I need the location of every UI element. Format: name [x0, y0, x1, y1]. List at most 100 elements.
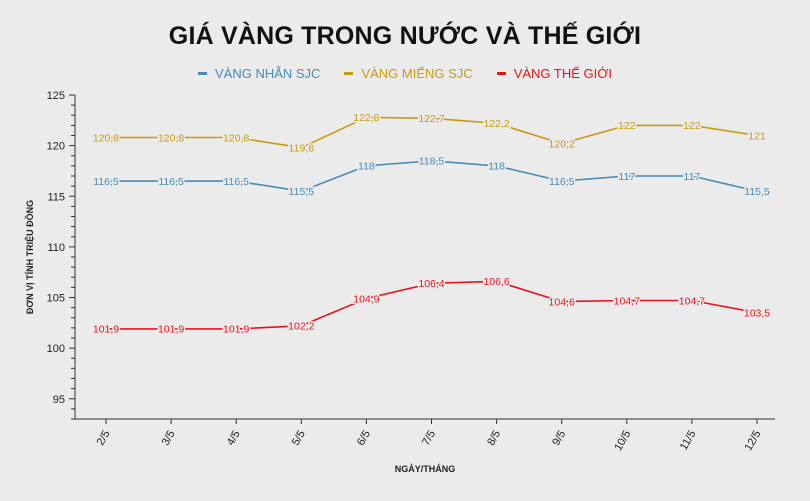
- data-point: [104, 327, 108, 331]
- data-label: 104,7: [679, 295, 705, 307]
- data-label: 104,9: [353, 293, 379, 305]
- data-label: 122: [683, 120, 701, 132]
- data-label: 102,2: [288, 321, 314, 333]
- data-point: [234, 327, 238, 331]
- y-tick-label: 125: [47, 90, 65, 102]
- legend-label: VÀNG NHẪN SJC: [214, 66, 321, 81]
- data-point: [429, 159, 434, 163]
- x-tick-label: 2/5: [95, 429, 113, 448]
- data-point: [755, 310, 759, 315]
- legend-swatch: [197, 72, 207, 75]
- data-point: [755, 133, 759, 138]
- y-tick-label: 95: [53, 394, 65, 406]
- y-tick-label: 105: [47, 293, 65, 305]
- data-label: 117: [684, 171, 701, 183]
- y-axis: 95 100 105 110 115 120 125: [47, 90, 76, 420]
- y-tick-label: 100: [47, 343, 65, 355]
- data-point: [429, 281, 434, 286]
- data-label: 122: [618, 120, 636, 132]
- data-label: 122,8: [353, 112, 379, 124]
- legend-swatch: [496, 72, 506, 75]
- data-point: [169, 135, 173, 140]
- data-point: [559, 179, 564, 183]
- data-point: [104, 179, 108, 183]
- data-label: 120,8: [223, 132, 249, 144]
- x-tick-label: 12/5: [742, 429, 763, 454]
- x-tick-label: 3/5: [160, 429, 178, 448]
- x-tick-label: 8/5: [485, 428, 503, 447]
- y-tick-label: 110: [47, 242, 65, 254]
- data-point: [755, 189, 759, 193]
- data-label: 121: [748, 130, 766, 142]
- legend-swatch: [344, 72, 354, 75]
- data-label: 104,7: [614, 295, 640, 307]
- data-label: 101,9: [158, 324, 184, 336]
- data-point: [494, 279, 499, 284]
- data-label: 116,5: [549, 176, 575, 188]
- series-0: 116,5 116,5 116,5 115,5 118 118,5 118 116,5 117 1…: [92, 154, 772, 199]
- data-point: [625, 174, 629, 178]
- series-1: 120,8 120,8 120,8 119,8 122,8 122,7 122,2 120,2…: [91, 111, 767, 156]
- legend: VÀNG NHẪN SJC VÀNG MIẾNG SJC VÀNG THẾ GIỚI: [0, 66, 810, 81]
- x-tick-label: 6/5: [355, 429, 373, 448]
- data-label: 122,7: [418, 113, 444, 125]
- data-point: [104, 135, 108, 140]
- data-point: [559, 299, 564, 304]
- x-tick-label: 5/5: [290, 429, 308, 448]
- data-label: 116,5: [223, 176, 249, 188]
- data-point: [429, 116, 434, 121]
- y-tick-label: 115: [47, 191, 65, 203]
- legend-item: VÀNG MIẾNG SJC: [344, 66, 473, 81]
- data-label: 120,8: [158, 132, 184, 144]
- series-2: 101,9 101,9 101,9 102,2 104,9 106,4 106,6 104,6…: [91, 275, 771, 338]
- data-point: [169, 327, 173, 331]
- data-point: [690, 298, 694, 303]
- y-axis-title: ĐƠN VỊ TÍNH TRIỆU ĐỒNG: [24, 200, 35, 314]
- x-tick-label: 9/5: [550, 429, 568, 448]
- series-layer: 116,5 116,5 116,5 115,5 118 118,5 118 116,5 117 1…: [91, 111, 772, 338]
- legend-item: VÀNG NHẪN SJC: [197, 66, 321, 81]
- data-label: 119,8: [289, 142, 315, 154]
- data-point: [234, 179, 238, 183]
- data-point: [169, 179, 173, 183]
- data-label: 104,6: [549, 296, 575, 308]
- data-label: 120,2: [549, 138, 575, 150]
- data-point: [559, 141, 564, 146]
- data-label: 118: [488, 161, 505, 173]
- data-point: [494, 121, 499, 126]
- y-tick-label: 120: [47, 141, 65, 153]
- data-point: [364, 296, 369, 301]
- legend-label: VÀNG THẾ GIỚI: [513, 66, 613, 81]
- x-tick-label: 7/5: [420, 429, 438, 448]
- x-axis: 2/5 3/5 4/5 5/5 6/5 7/5 8/5 9/5 10/5 11/5 12/5: [75, 418, 775, 454]
- data-point: [234, 135, 238, 140]
- data-label: 118,5: [419, 156, 445, 168]
- legend-item: VÀNG THẾ GIỚI: [496, 66, 613, 81]
- data-label: 116,5: [158, 176, 184, 188]
- data-label: 118: [358, 161, 375, 173]
- x-tick-label: 11/5: [678, 429, 699, 453]
- legend-label: VÀNG MIẾNG SJC: [361, 66, 473, 81]
- data-point: [625, 298, 629, 303]
- data-label: 122,2: [483, 118, 509, 130]
- data-label: 115,5: [744, 186, 770, 198]
- chart-title: GIÁ VÀNG TRONG NƯỚC VÀ THẾ GIỚI: [168, 22, 642, 50]
- data-point: [690, 174, 694, 178]
- data-label: 120,8: [93, 132, 119, 144]
- data-label: 101,9: [223, 324, 249, 336]
- data-label: 106,6: [483, 276, 509, 288]
- data-label: 103,5: [744, 307, 770, 319]
- data-point: [494, 164, 499, 168]
- data-label: 116,5: [93, 176, 119, 188]
- data-point: [299, 324, 304, 328]
- data-point: [299, 145, 304, 150]
- data-point: [625, 123, 629, 128]
- data-point: [364, 164, 369, 168]
- data-point: [364, 115, 369, 120]
- x-tick-label: 10/5: [612, 429, 633, 454]
- data-label: 101,9: [93, 324, 119, 336]
- data-label: 117: [618, 171, 635, 183]
- data-label: 106,4: [418, 278, 444, 290]
- data-point: [299, 189, 304, 193]
